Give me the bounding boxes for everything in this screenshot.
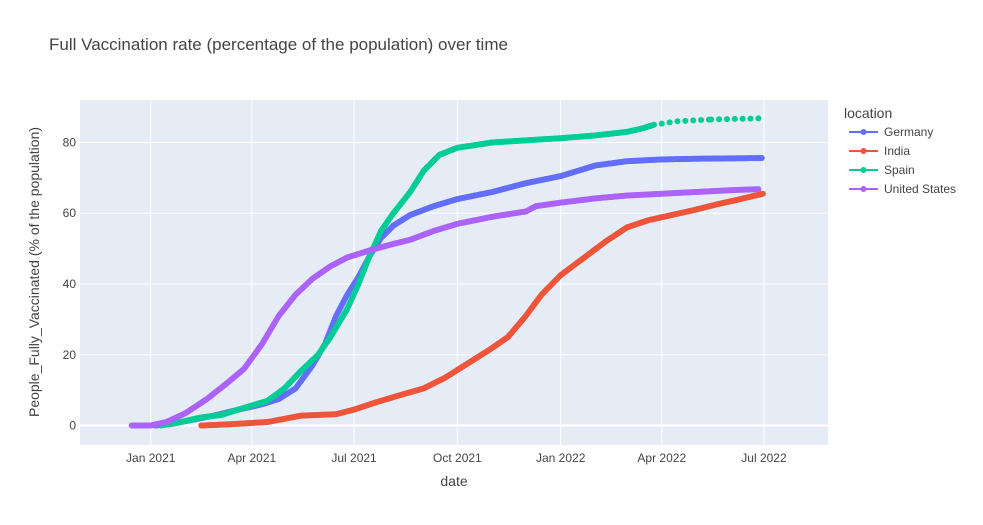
legend-title: location	[844, 105, 892, 121]
x-tick-label: Apr 2021	[227, 451, 276, 465]
data-point	[708, 116, 715, 123]
legend-item-spain[interactable]: Spain	[849, 163, 915, 177]
data-point	[731, 115, 738, 122]
x-tick-label: Jan 2021	[126, 451, 176, 465]
chart-title: Full Vaccination rate (percentage of the…	[49, 35, 508, 54]
data-point	[650, 121, 657, 128]
y-tick-label: 20	[63, 348, 77, 362]
data-point	[758, 155, 765, 162]
axis-ticks: Jan 2021 Apr 2021 Jul 2021 Oct 2021 Jan 2022…	[63, 135, 787, 465]
data-point	[674, 118, 681, 125]
y-tick-label: 60	[63, 206, 77, 220]
x-tick-label: Jul 2021	[331, 451, 377, 465]
data-point	[747, 115, 754, 122]
data-point	[723, 116, 730, 123]
legend-label: Germany	[884, 125, 933, 139]
legend-label: United States	[884, 182, 956, 196]
x-tick-label: Oct 2021	[433, 451, 482, 465]
legend[interactable]: location Germany India Spain United States	[844, 105, 956, 196]
data-point	[682, 117, 689, 124]
y-axis-title: People_Fully_Vaccinated (% of the popula…	[26, 127, 42, 417]
legend-swatch-marker	[860, 167, 867, 173]
data-point	[658, 120, 665, 127]
data-point	[666, 119, 673, 126]
y-tick-label: 0	[69, 419, 76, 433]
legend-item-india[interactable]: India	[849, 144, 910, 158]
data-point	[739, 115, 746, 122]
legend-label: Spain	[884, 163, 915, 177]
legend-swatch-marker	[860, 186, 867, 192]
legend-swatch-marker	[860, 148, 867, 154]
y-tick-label: 40	[63, 277, 77, 291]
series-india	[198, 190, 766, 429]
data-point	[716, 116, 723, 123]
x-tick-label: Jan 2022	[536, 451, 586, 465]
legend-swatch-marker	[860, 129, 867, 135]
data-point	[690, 117, 697, 124]
x-tick-label: Jul 2022	[741, 451, 787, 465]
series-spain	[157, 115, 762, 429]
legend-label: India	[884, 144, 910, 158]
data-point	[755, 186, 762, 193]
legend-item-united-states[interactable]: United States	[849, 182, 956, 196]
y-tick-label: 80	[63, 135, 77, 149]
x-tick-label: Apr 2022	[637, 451, 686, 465]
x-axis-title: date	[440, 473, 467, 489]
data-point	[698, 116, 705, 123]
data-point	[755, 115, 762, 122]
series-layer	[128, 115, 766, 429]
series-united-states	[128, 186, 762, 429]
legend-item-germany[interactable]: Germany	[849, 125, 933, 139]
data-point	[759, 190, 766, 197]
